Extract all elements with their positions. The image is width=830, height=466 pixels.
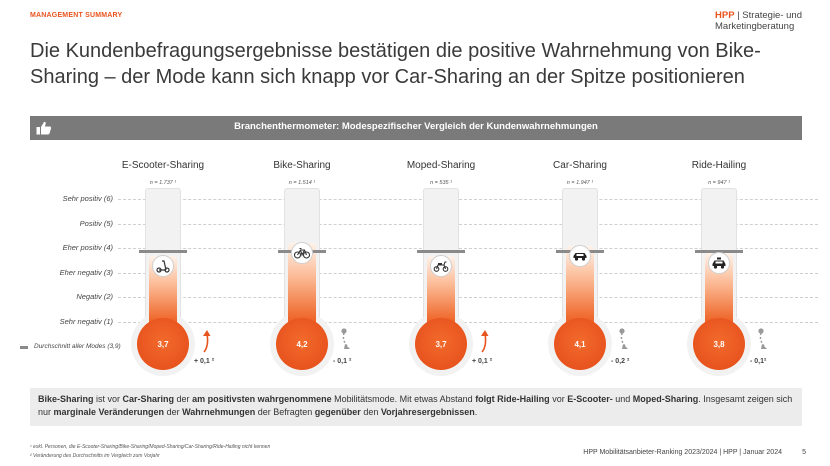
change-label: - 0,1²: [750, 358, 767, 365]
change-label: - 0,1 ²: [333, 358, 352, 365]
scale-label: Eher negativ (3): [59, 267, 113, 277]
scooter-icon: [152, 254, 174, 277]
sample-size: n = 947 ¹: [708, 180, 730, 186]
sample-size: n = 535 ¹: [430, 180, 452, 186]
sample-size: n = 1.947 ¹: [566, 180, 594, 186]
sample-size: n = 1.514 ¹: [288, 180, 316, 186]
arrow-down-icon: [617, 326, 635, 356]
taxi-icon: [708, 252, 730, 275]
gridline: [118, 199, 818, 200]
car-icon: [569, 244, 591, 267]
summary-text: .: [474, 407, 478, 417]
average-legend-mark: [20, 346, 28, 349]
value-label: 3,8: [693, 318, 745, 370]
gridline: [118, 248, 818, 250]
average-legend-label: Durchschnitt aller Modes (3,9): [34, 343, 121, 350]
summary-text: ist vor: [93, 394, 123, 404]
mode-title: Moped-Sharing: [406, 160, 476, 171]
mode-title: Bike-Sharing: [273, 160, 331, 171]
section-label: MANAGEMENT SUMMARY: [30, 12, 123, 19]
arrow-down-icon: [756, 326, 774, 356]
scale-label: Sehr negativ (1): [59, 317, 113, 326]
summary-text: vor: [549, 394, 568, 404]
scale-label: Eher positiv (4): [62, 243, 113, 253]
gridline: [118, 272, 818, 274]
bicycle-icon: [291, 242, 313, 265]
summary-text: folgt Ride-Hailing: [475, 394, 550, 404]
thumbs-up-icon: [30, 116, 58, 140]
chart-banner: Branchenthermometer: Modespezifischer Ve…: [30, 116, 802, 140]
summary-text: der: [164, 407, 183, 417]
arrow-down-icon: [339, 326, 357, 356]
gridline: [118, 223, 818, 225]
gridline: [118, 322, 818, 323]
banner-title: Branchenthermometer: Modespezifischer Ve…: [234, 121, 598, 132]
page-title: Die Kundenbefragungsergebnisse bestätige…: [30, 40, 761, 88]
summary-text: marginale Veränderungen: [53, 407, 165, 417]
summary-text: den: [360, 407, 381, 417]
average-marker: [417, 249, 465, 253]
scale-label: Negativ (2): [76, 292, 113, 302]
summary-text: Vorjahresergebnissen: [380, 407, 475, 417]
average-marker: [695, 249, 743, 253]
moped-icon: [430, 254, 452, 277]
value-label: 4,1: [554, 318, 606, 370]
mode-title: Car-Sharing: [553, 160, 607, 171]
summary-text: Mobilitätsmode. Mit etwas Abstand: [331, 394, 476, 404]
brand-line1: | Strategie- und: [734, 10, 802, 21]
summary-text: der: [174, 394, 193, 404]
summary-text: am positivsten wahrgenommene: [192, 394, 332, 404]
page-number: 5: [802, 449, 806, 456]
average-legend: Durchschnitt aller Modes (3,9): [20, 342, 121, 351]
summary-text: Car-Sharing: [122, 394, 175, 404]
change-label: + 0,1 ²: [472, 358, 493, 365]
brand-line2: Marketingberatung: [715, 21, 795, 32]
footnote-1: ¹ exkl. Personen, die E-Scooter-Sharing/…: [30, 444, 271, 450]
change-label: - 0,2 ²: [611, 358, 630, 365]
brand-logo: HPP | Strategie- und Marketingberatung: [715, 10, 802, 32]
scale-label: Positiv (5): [79, 218, 113, 228]
brand-name: HPP: [715, 10, 735, 21]
arrow-up-icon: [478, 326, 496, 356]
scale-label: Sehr positiv (6): [62, 194, 113, 203]
value-label: 3,7: [137, 318, 189, 370]
summary-text: Moped-Sharing: [632, 394, 699, 404]
arrow-up-icon: [200, 326, 218, 356]
value-label: 4,2: [276, 318, 328, 370]
sample-size: n = 1.737 ¹: [149, 180, 177, 186]
summary-text: der Befragten: [255, 407, 315, 417]
footnote-2: ² Veränderung des Durchschnitts im Vergl…: [30, 453, 160, 459]
average-marker: [139, 249, 187, 253]
footer-text: HPP Mobilitätsanbieter-Ranking 2023/2024…: [583, 449, 782, 456]
summary-text: Wahrnehmungen: [182, 407, 256, 417]
summary-text: . Insgesamt zeigen sich nur: [38, 394, 793, 417]
summary-text: und: [612, 394, 633, 404]
gridline: [118, 297, 818, 299]
summary-text: E-Scooter-: [567, 394, 613, 404]
change-label: + 0,1 ²: [194, 358, 215, 365]
summary-text: gegenüber: [314, 407, 361, 417]
mode-title: E-Scooter-Sharing: [121, 160, 205, 171]
mode-title: Ride-Hailing: [691, 160, 747, 171]
summary-box: Bike-Sharing ist vor Car-Sharing der am …: [30, 388, 802, 426]
summary-text: Bike-Sharing: [38, 394, 94, 404]
value-label: 3,7: [415, 318, 467, 370]
